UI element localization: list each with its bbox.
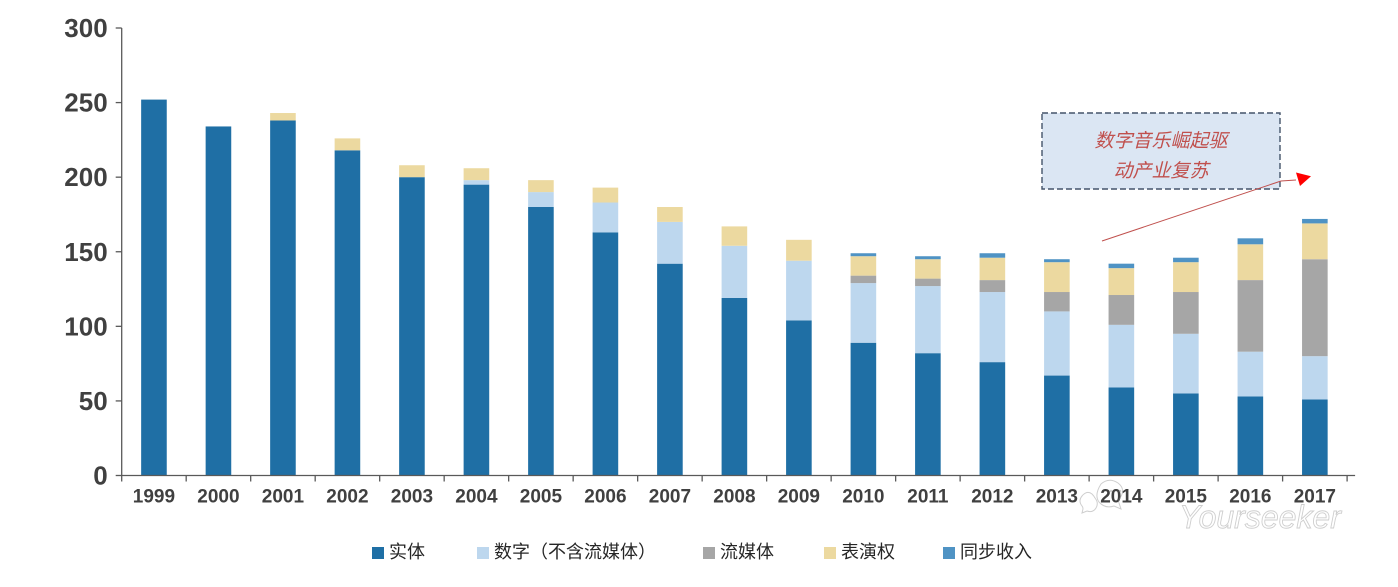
- svg-text:2013: 2013: [1036, 487, 1078, 508]
- svg-text:数字（不含流媒体）: 数字（不含流媒体）: [494, 542, 656, 562]
- svg-text:2012: 2012: [971, 487, 1013, 508]
- svg-text:100: 100: [64, 311, 107, 341]
- svg-text:300: 300: [64, 13, 107, 43]
- svg-text:2009: 2009: [778, 487, 820, 508]
- svg-text:1999: 1999: [133, 487, 175, 508]
- svg-text:表演权: 表演权: [841, 542, 895, 562]
- svg-text:0: 0: [93, 461, 107, 491]
- svg-text:200: 200: [64, 162, 107, 192]
- svg-text:2008: 2008: [713, 487, 755, 508]
- svg-text:2006: 2006: [584, 487, 626, 508]
- svg-text:流媒体: 流媒体: [720, 542, 774, 562]
- svg-text:同步收入: 同步收入: [960, 542, 1032, 562]
- svg-text:2007: 2007: [649, 487, 691, 508]
- svg-text:2002: 2002: [326, 487, 368, 508]
- svg-text:2011: 2011: [907, 487, 949, 508]
- svg-text:2010: 2010: [842, 487, 884, 508]
- svg-text:150: 150: [64, 237, 107, 267]
- svg-text:实体: 实体: [389, 542, 425, 562]
- svg-text:2014: 2014: [1100, 487, 1143, 508]
- svg-text:50: 50: [79, 386, 108, 416]
- svg-text:Yourseeker: Yourseeker: [1179, 499, 1342, 535]
- svg-text:2003: 2003: [391, 487, 433, 508]
- svg-text:2004: 2004: [455, 487, 498, 508]
- svg-text:动产业复苏: 动产业复苏: [1113, 161, 1211, 182]
- svg-text:2005: 2005: [520, 487, 563, 508]
- svg-text:数字音乐崛起驱: 数字音乐崛起驱: [1094, 130, 1230, 152]
- svg-text:2000: 2000: [197, 487, 239, 508]
- svg-text:250: 250: [64, 88, 107, 118]
- svg-text:2001: 2001: [262, 487, 305, 508]
